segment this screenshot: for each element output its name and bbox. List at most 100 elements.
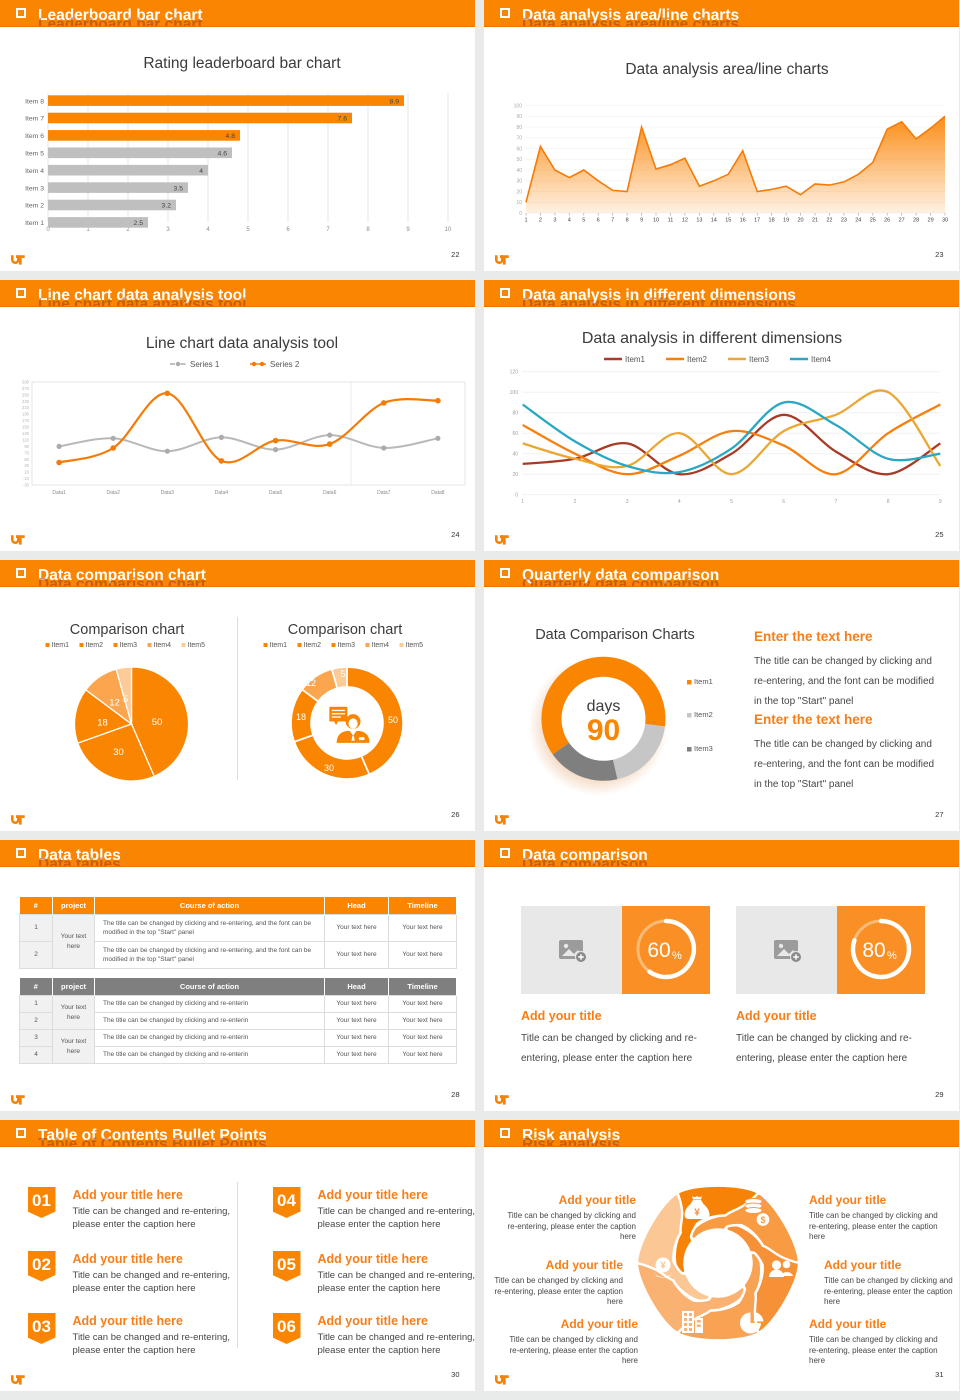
svg-text:24: 24: [855, 218, 861, 224]
svg-text:4: 4: [568, 218, 571, 224]
svg-text:Item 1: Item 1: [25, 220, 44, 227]
svg-text:150: 150: [22, 425, 30, 430]
svg-text:60: 60: [647, 939, 670, 962]
svg-text:Item3: Item3: [120, 642, 138, 649]
svg-text:12: 12: [682, 218, 688, 224]
svg-text:10: 10: [653, 218, 659, 224]
svg-text:Data5: Data5: [269, 490, 283, 496]
svg-text:13: 13: [696, 218, 702, 224]
svg-text:25: 25: [870, 218, 876, 224]
svg-text:70: 70: [516, 136, 522, 142]
svg-text:8: 8: [366, 227, 370, 233]
svg-text:7: 7: [611, 218, 614, 224]
svg-text:5: 5: [582, 218, 585, 224]
svg-text:10: 10: [445, 227, 452, 233]
svg-text:9: 9: [406, 227, 410, 233]
svg-text:$: $: [760, 1215, 765, 1225]
svg-text:Data7: Data7: [377, 490, 391, 496]
svg-text:17: 17: [754, 218, 760, 224]
svg-text:0: 0: [515, 493, 518, 499]
svg-text:12: 12: [109, 698, 120, 709]
svg-text:11: 11: [668, 218, 674, 224]
svg-text:30: 30: [324, 763, 334, 773]
svg-text:10: 10: [24, 470, 29, 475]
svg-text:90: 90: [587, 714, 620, 747]
svg-text:Item2: Item2: [86, 642, 104, 649]
svg-text:18: 18: [97, 718, 108, 729]
svg-text:1: 1: [524, 218, 527, 224]
svg-text:Item1: Item1: [52, 642, 70, 649]
svg-text:8.9: 8.9: [390, 98, 400, 105]
svg-text:130: 130: [22, 431, 30, 436]
svg-text:Data Comparison Charts: Data Comparison Charts: [535, 627, 695, 643]
svg-text:4.8: 4.8: [226, 133, 236, 140]
svg-text:Data4: Data4: [215, 490, 229, 496]
svg-text:3: 3: [626, 499, 629, 505]
svg-text:¥: ¥: [660, 1261, 666, 1272]
svg-text:90: 90: [24, 444, 29, 449]
svg-text:-10: -10: [23, 476, 30, 481]
svg-text:30: 30: [24, 463, 29, 468]
svg-text:120: 120: [510, 370, 519, 376]
svg-text:23: 23: [841, 218, 847, 224]
svg-text:0: 0: [46, 227, 50, 233]
svg-text:Data1: Data1: [52, 490, 66, 496]
svg-text:40: 40: [512, 452, 518, 458]
svg-text:12: 12: [306, 678, 316, 688]
svg-text:26: 26: [884, 218, 890, 224]
svg-text:50: 50: [152, 717, 163, 728]
svg-text:19: 19: [783, 218, 789, 224]
svg-text:Item 3: Item 3: [25, 185, 44, 192]
svg-text:Item 7: Item 7: [25, 116, 44, 123]
svg-text:18: 18: [296, 712, 306, 722]
svg-text:-30: -30: [23, 483, 30, 488]
svg-text:170: 170: [22, 418, 30, 423]
svg-text:14: 14: [711, 218, 717, 224]
svg-text:days: days: [587, 698, 621, 715]
svg-text:Item4: Item4: [154, 642, 172, 649]
svg-text:3: 3: [553, 218, 556, 224]
svg-text:70: 70: [24, 450, 29, 455]
svg-text:6: 6: [782, 499, 785, 505]
svg-text:Item5: Item5: [188, 642, 206, 649]
svg-text:100: 100: [510, 390, 519, 396]
svg-text:Series 1: Series 1: [190, 360, 220, 369]
svg-text:2: 2: [539, 218, 542, 224]
svg-text:20: 20: [512, 472, 518, 478]
svg-text:210: 210: [22, 405, 30, 410]
svg-text:3.5: 3.5: [174, 185, 184, 192]
svg-text:Data2: Data2: [107, 490, 121, 496]
svg-text:5: 5: [123, 694, 128, 705]
svg-text:Item2: Item2: [687, 355, 708, 364]
svg-text:50: 50: [24, 457, 29, 462]
svg-text:5: 5: [340, 669, 345, 679]
svg-text:Item5: Item5: [406, 642, 424, 649]
svg-text:6: 6: [286, 227, 290, 233]
svg-text:1: 1: [521, 499, 524, 505]
svg-text:9: 9: [640, 218, 643, 224]
svg-text:20: 20: [516, 189, 522, 195]
svg-text:5: 5: [730, 499, 733, 505]
svg-text:230: 230: [22, 399, 30, 404]
svg-text:Line chart data analysis tool: Line chart data analysis tool: [146, 335, 338, 352]
svg-text:29: 29: [928, 218, 934, 224]
svg-text:Item 4: Item 4: [25, 168, 44, 175]
svg-text:2: 2: [126, 227, 130, 233]
svg-text:110: 110: [22, 437, 29, 442]
svg-text:7: 7: [326, 227, 330, 233]
svg-text:27: 27: [899, 218, 905, 224]
svg-text:0: 0: [519, 211, 522, 217]
svg-text:4: 4: [678, 499, 681, 505]
svg-text:Item4: Item4: [811, 355, 832, 364]
svg-text:Comparison chart: Comparison chart: [288, 622, 402, 638]
svg-text:30: 30: [942, 218, 948, 224]
svg-text:100: 100: [514, 103, 523, 109]
svg-text:Item3: Item3: [694, 744, 713, 753]
svg-text:7: 7: [835, 499, 838, 505]
svg-text:7.6: 7.6: [338, 116, 348, 123]
svg-text:3: 3: [166, 227, 170, 233]
svg-text:80: 80: [516, 125, 522, 131]
svg-text:270: 270: [22, 386, 30, 391]
svg-text:Data analysis in different dim: Data analysis in different dimensions: [582, 330, 842, 347]
svg-text:30: 30: [516, 179, 522, 185]
